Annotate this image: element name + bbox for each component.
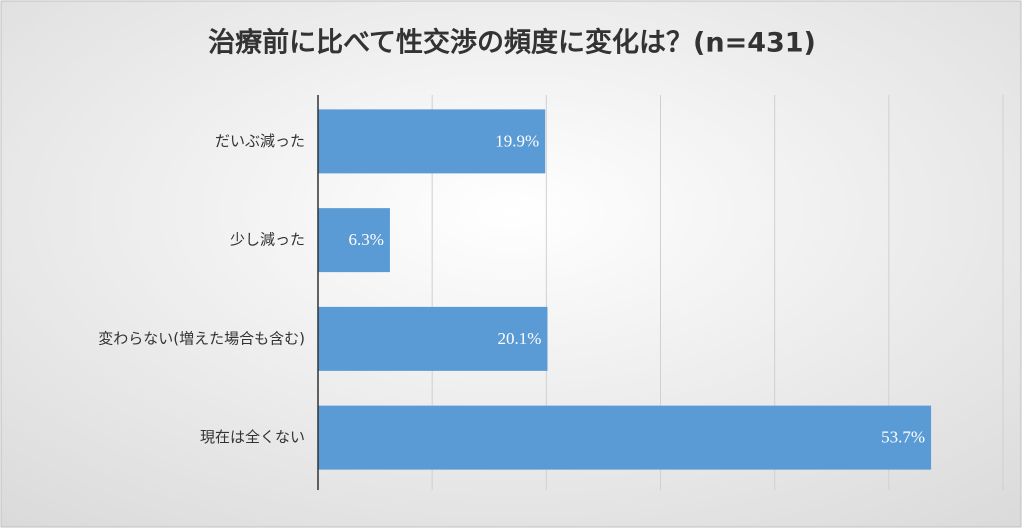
bar — [318, 306, 548, 371]
bar — [318, 208, 390, 273]
bar — [318, 109, 546, 174]
y-tick-label: 少し減った — [230, 231, 305, 249]
bar — [318, 405, 932, 470]
y-tick-label: だいぶ減った — [215, 132, 305, 150]
value-label: 19.9% — [495, 131, 539, 150]
chart-title: 治療前に比べて性交渉の頻度に変化は？(n=431) — [208, 27, 816, 59]
y-tick-label: 現在は全くない — [200, 428, 305, 446]
y-tick-label: 変わらない(増えた場合も含む) — [98, 329, 305, 347]
value-label: 20.1% — [498, 329, 542, 348]
value-label: 6.3% — [349, 230, 384, 249]
value-label: 53.7% — [881, 428, 925, 447]
